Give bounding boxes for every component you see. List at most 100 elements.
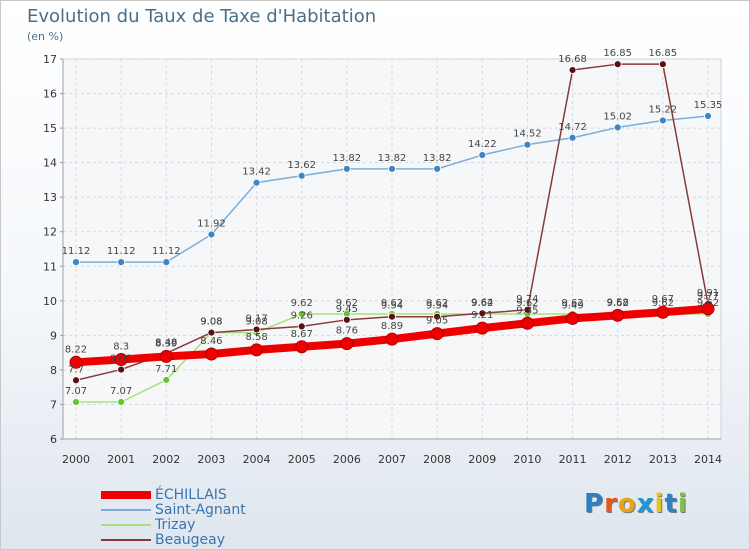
data-point xyxy=(207,230,216,239)
data-label: 9.17 xyxy=(245,313,267,324)
data-label: 13.82 xyxy=(423,153,452,164)
data-point xyxy=(207,328,216,337)
data-label: 8.89 xyxy=(381,321,403,332)
chart-unit: (en %) xyxy=(27,30,64,43)
x-tick-label: 2013 xyxy=(649,453,677,466)
x-tick-label: 2009 xyxy=(468,453,496,466)
data-point xyxy=(388,312,396,321)
legend-swatch xyxy=(101,523,151,526)
x-tick-label: 2008 xyxy=(423,453,451,466)
legend-item-beaugeay: Beaugeay xyxy=(101,532,361,547)
data-label: 7.07 xyxy=(65,386,87,397)
data-label: 9.62 xyxy=(291,298,313,309)
data-point xyxy=(342,164,351,173)
y-tick-label: 17 xyxy=(43,53,57,66)
data-label: 13.62 xyxy=(287,160,316,171)
data-label: 13.82 xyxy=(333,153,362,164)
data-point xyxy=(611,308,625,322)
data-point xyxy=(297,322,306,331)
chart-legend: ÉCHILLAIS Saint-Agnant Trizay Beaugeay xyxy=(101,487,361,547)
legend-swatch xyxy=(101,508,151,511)
data-label: 9.49 xyxy=(561,300,583,311)
data-label: 11.12 xyxy=(152,246,181,257)
data-label: 9.67 xyxy=(652,294,674,305)
y-tick-label: 13 xyxy=(43,191,57,204)
data-point xyxy=(117,398,126,406)
data-label: 9.62 xyxy=(561,298,583,309)
x-tick-label: 2006 xyxy=(333,453,361,466)
proxiti-logo: Proxiti xyxy=(584,489,688,519)
x-tick-label: 2014 xyxy=(694,453,722,466)
data-label: 9.35 xyxy=(516,305,538,316)
y-tick-label: 14 xyxy=(43,157,57,170)
x-tick-label: 2003 xyxy=(197,453,225,466)
data-label: 9.45 xyxy=(336,304,358,315)
data-point xyxy=(475,321,489,335)
data-label: 13.42 xyxy=(242,167,271,178)
legend-label: ÉCHILLAIS xyxy=(155,486,227,503)
x-tick-label: 2002 xyxy=(152,453,180,466)
data-point xyxy=(340,337,354,351)
data-point xyxy=(568,133,577,142)
data-point xyxy=(613,123,622,132)
y-tick-label: 7 xyxy=(50,398,57,411)
data-label: 9.64 xyxy=(471,297,493,308)
data-label: 11.12 xyxy=(107,246,136,257)
data-label: 8.48 xyxy=(155,337,177,348)
data-label: 8.76 xyxy=(336,326,358,337)
data-label: 9.26 xyxy=(291,310,313,321)
data-point xyxy=(295,340,309,354)
logo-letter: t xyxy=(664,489,678,519)
y-tick-label: 15 xyxy=(43,122,57,135)
data-label: 11.92 xyxy=(197,218,226,229)
data-label: 9.62 xyxy=(381,298,403,309)
data-label: 15.35 xyxy=(694,100,723,111)
legend-label: Trizay xyxy=(155,516,196,533)
data-point xyxy=(162,258,171,267)
data-label: 9.62 xyxy=(607,298,629,309)
data-label: 8.46 xyxy=(200,336,222,347)
data-point xyxy=(252,178,261,187)
data-point xyxy=(658,60,667,69)
x-tick-label: 2005 xyxy=(288,453,316,466)
legend-swatch xyxy=(101,490,151,499)
y-tick-label: 9 xyxy=(50,329,57,342)
data-point xyxy=(385,332,399,346)
data-label: 9.62 xyxy=(336,298,358,309)
logo-letter: i xyxy=(654,489,665,519)
y-tick-label: 12 xyxy=(43,226,57,239)
logo-letter: o xyxy=(617,489,637,519)
data-label: 7.07 xyxy=(110,386,132,397)
y-tick-label: 8 xyxy=(50,364,57,377)
data-label: 9.08 xyxy=(245,317,267,328)
data-point xyxy=(162,376,171,384)
data-label: 8.3 xyxy=(113,342,129,353)
data-point xyxy=(433,164,442,173)
data-point xyxy=(568,66,577,74)
data-point xyxy=(250,343,264,357)
data-label: 9.08 xyxy=(200,317,222,328)
data-point xyxy=(523,305,532,314)
data-point xyxy=(566,311,580,325)
data-point xyxy=(704,112,712,120)
logo-letter: i xyxy=(677,489,688,519)
data-label: 7.7 xyxy=(68,364,84,375)
x-tick-label: 2000 xyxy=(62,453,90,466)
data-label: 9.62 xyxy=(652,298,674,309)
plot-area xyxy=(62,58,722,440)
data-point xyxy=(117,258,126,267)
data-label: 9.62 xyxy=(471,298,493,309)
legend-label: Beaugeay xyxy=(155,531,226,548)
data-label: 9.54 xyxy=(426,301,448,312)
x-tick-label: 2010 xyxy=(513,453,541,466)
data-label: 13.82 xyxy=(378,153,407,164)
chart-title: Evolution du Taux de Taxe d'Habitation xyxy=(27,6,377,27)
data-label: 7.71 xyxy=(155,364,177,375)
legend-swatch xyxy=(101,538,151,541)
data-label: 9.08 xyxy=(200,317,222,328)
data-point xyxy=(523,140,532,149)
logo-letter: P xyxy=(584,489,605,519)
data-label: 9.74 xyxy=(516,294,538,305)
